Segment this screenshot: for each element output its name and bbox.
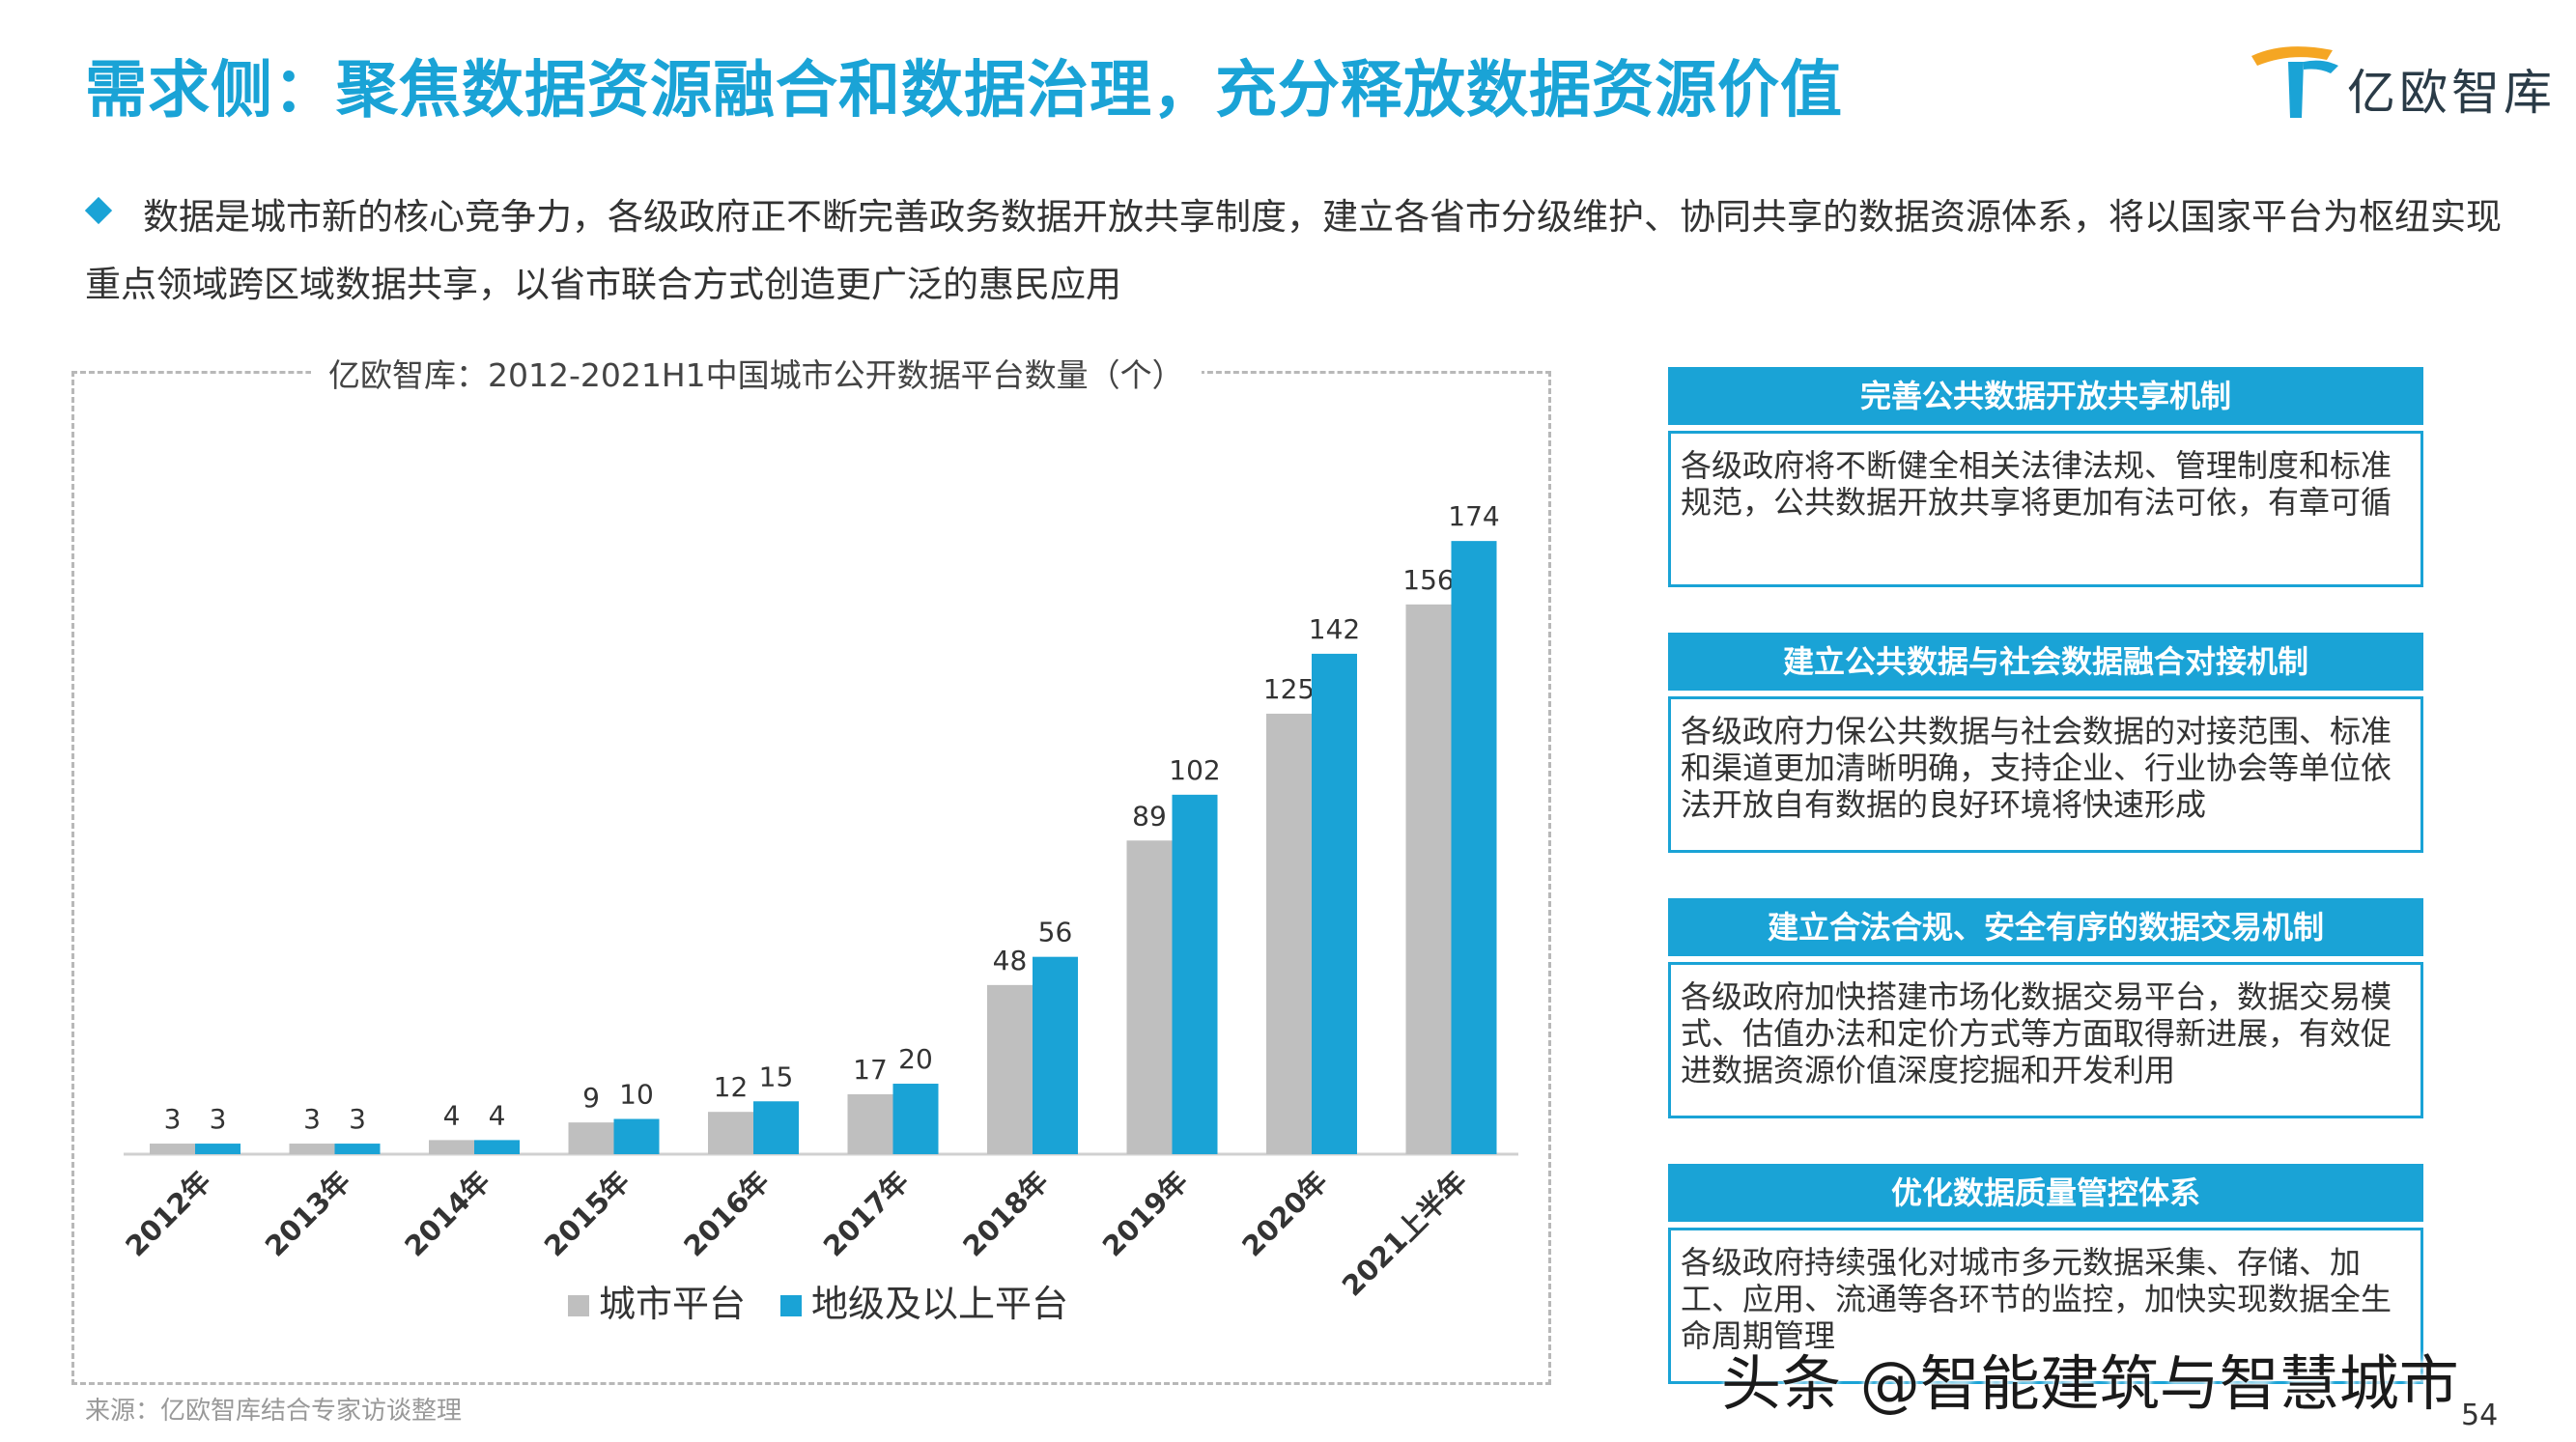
bar-prefecture <box>1172 794 1218 1154</box>
data-label: 3 <box>210 1103 227 1135</box>
legend-label: 城市平台 <box>599 1283 746 1325</box>
bar-prefecture <box>753 1101 799 1154</box>
data-label: 56 <box>1038 917 1073 948</box>
x-tick-label: 2015年 <box>538 1165 637 1263</box>
bar-city <box>708 1112 753 1154</box>
x-tick-label: 2013年 <box>259 1165 357 1263</box>
bar-city <box>289 1144 335 1154</box>
x-tick-label: 2019年 <box>1096 1165 1195 1263</box>
data-label: 102 <box>1169 754 1220 786</box>
data-label: 3 <box>164 1103 182 1135</box>
bar-city <box>429 1140 474 1154</box>
watermark: 头条 @智能建筑与智慧城市 <box>1721 1348 2459 1419</box>
page-title: 需求侧：聚焦数据资源融合和数据治理，充分释放数据资源价值 <box>85 55 1843 127</box>
data-label: 3 <box>349 1103 366 1135</box>
legend-label: 地级及以上平台 <box>811 1283 1068 1325</box>
card-4: 优化数据质量管控体系 各级政府持续强化对城市多元数据采集、存储、加工、应用、流通… <box>1668 1164 2423 1384</box>
x-tick-label: 2016年 <box>677 1165 776 1263</box>
data-label: 15 <box>759 1060 794 1092</box>
data-label: 142 <box>1309 613 1360 645</box>
data-label: 3 <box>303 1103 321 1135</box>
card-title: 优化数据质量管控体系 <box>1668 1164 2423 1222</box>
card-body: 各级政府将不断健全相关法律法规、管理制度和标准规范，公共数据开放共享将更加有法可… <box>1668 431 2423 587</box>
data-label: 4 <box>489 1099 506 1131</box>
bar-city <box>847 1093 893 1154</box>
data-label: 17 <box>853 1054 888 1086</box>
bar-city <box>150 1144 195 1154</box>
card-title: 建立合法合规、安全有序的数据交易机制 <box>1668 898 2423 956</box>
card-body: 各级政府力保公共数据与社会数据的对接范围、标准和渠道更加清晰明确，支持企业、行业… <box>1668 696 2423 853</box>
bar-city <box>568 1122 614 1154</box>
intro-paragraph: 数据是城市新的核心竞争力，各级政府正不断完善政务数据开放共享制度，建立各省市分级… <box>85 196 2502 305</box>
card-2: 建立公共数据与社会数据融合对接机制 各级政府力保公共数据与社会数据的对接范围、标… <box>1668 633 2423 853</box>
x-tick-label: 2020年 <box>1235 1165 1334 1263</box>
card-3: 建立合法合规、安全有序的数据交易机制 各级政府加快搭建市场化数据交易平台，数据交… <box>1668 898 2423 1118</box>
bar-city <box>1126 840 1173 1154</box>
data-label: 156 <box>1402 564 1454 596</box>
card-body: 各级政府持续强化对城市多元数据采集、存储、加工、应用、流通等各环节的监控，加快实… <box>1668 1228 2423 1384</box>
yiou-logo-icon <box>2251 46 2338 118</box>
chart-title: 亿欧智库：2012-2021H1中国城市公开数据平台数量（个） <box>311 350 1202 396</box>
legend-swatch <box>568 1295 589 1316</box>
bar-city <box>987 984 1033 1154</box>
x-tick-label: 2017年 <box>817 1165 916 1263</box>
data-label: 48 <box>993 945 1028 976</box>
data-label: 9 <box>582 1082 600 1114</box>
bar-prefecture <box>474 1140 520 1154</box>
legend-swatch <box>780 1295 802 1316</box>
bar-prefecture <box>1033 956 1078 1154</box>
x-tick-label: 2014年 <box>398 1165 496 1263</box>
data-label: 10 <box>619 1079 654 1111</box>
card-body: 各级政府加快搭建市场化数据交易平台，数据交易模式、估值办法和定价方式等方面取得新… <box>1668 962 2423 1118</box>
x-tick-label: 2021上半年 <box>1336 1165 1474 1303</box>
x-tick-label: 2018年 <box>956 1165 1055 1263</box>
source-note: 来源：亿欧智库结合专家访谈整理 <box>85 1397 463 1426</box>
bar-prefecture <box>334 1144 381 1154</box>
card-title: 完善公共数据开放共享机制 <box>1668 367 2423 425</box>
page-number: 54 <box>2461 1399 2499 1432</box>
bar-prefecture <box>892 1084 939 1154</box>
card-title: 建立公共数据与社会数据融合对接机制 <box>1668 633 2423 691</box>
card-1: 完善公共数据开放共享机制 各级政府将不断健全相关法律法规、管理制度和标准规范，公… <box>1668 367 2423 587</box>
data-label: 4 <box>443 1099 461 1131</box>
data-label: 20 <box>898 1043 933 1075</box>
bar-prefecture <box>195 1144 241 1154</box>
bar-prefecture <box>613 1118 660 1154</box>
data-label: 12 <box>714 1071 749 1103</box>
bar-city <box>1266 713 1312 1154</box>
logo-text: 亿欧智库 <box>2347 65 2556 121</box>
bar-city <box>1405 604 1452 1154</box>
data-label: 89 <box>1132 800 1167 832</box>
data-label: 174 <box>1448 500 1499 532</box>
bar-prefecture <box>1312 653 1357 1154</box>
bar-prefecture <box>1451 541 1497 1154</box>
data-label: 125 <box>1263 673 1315 705</box>
x-tick-label: 2012年 <box>119 1165 217 1263</box>
